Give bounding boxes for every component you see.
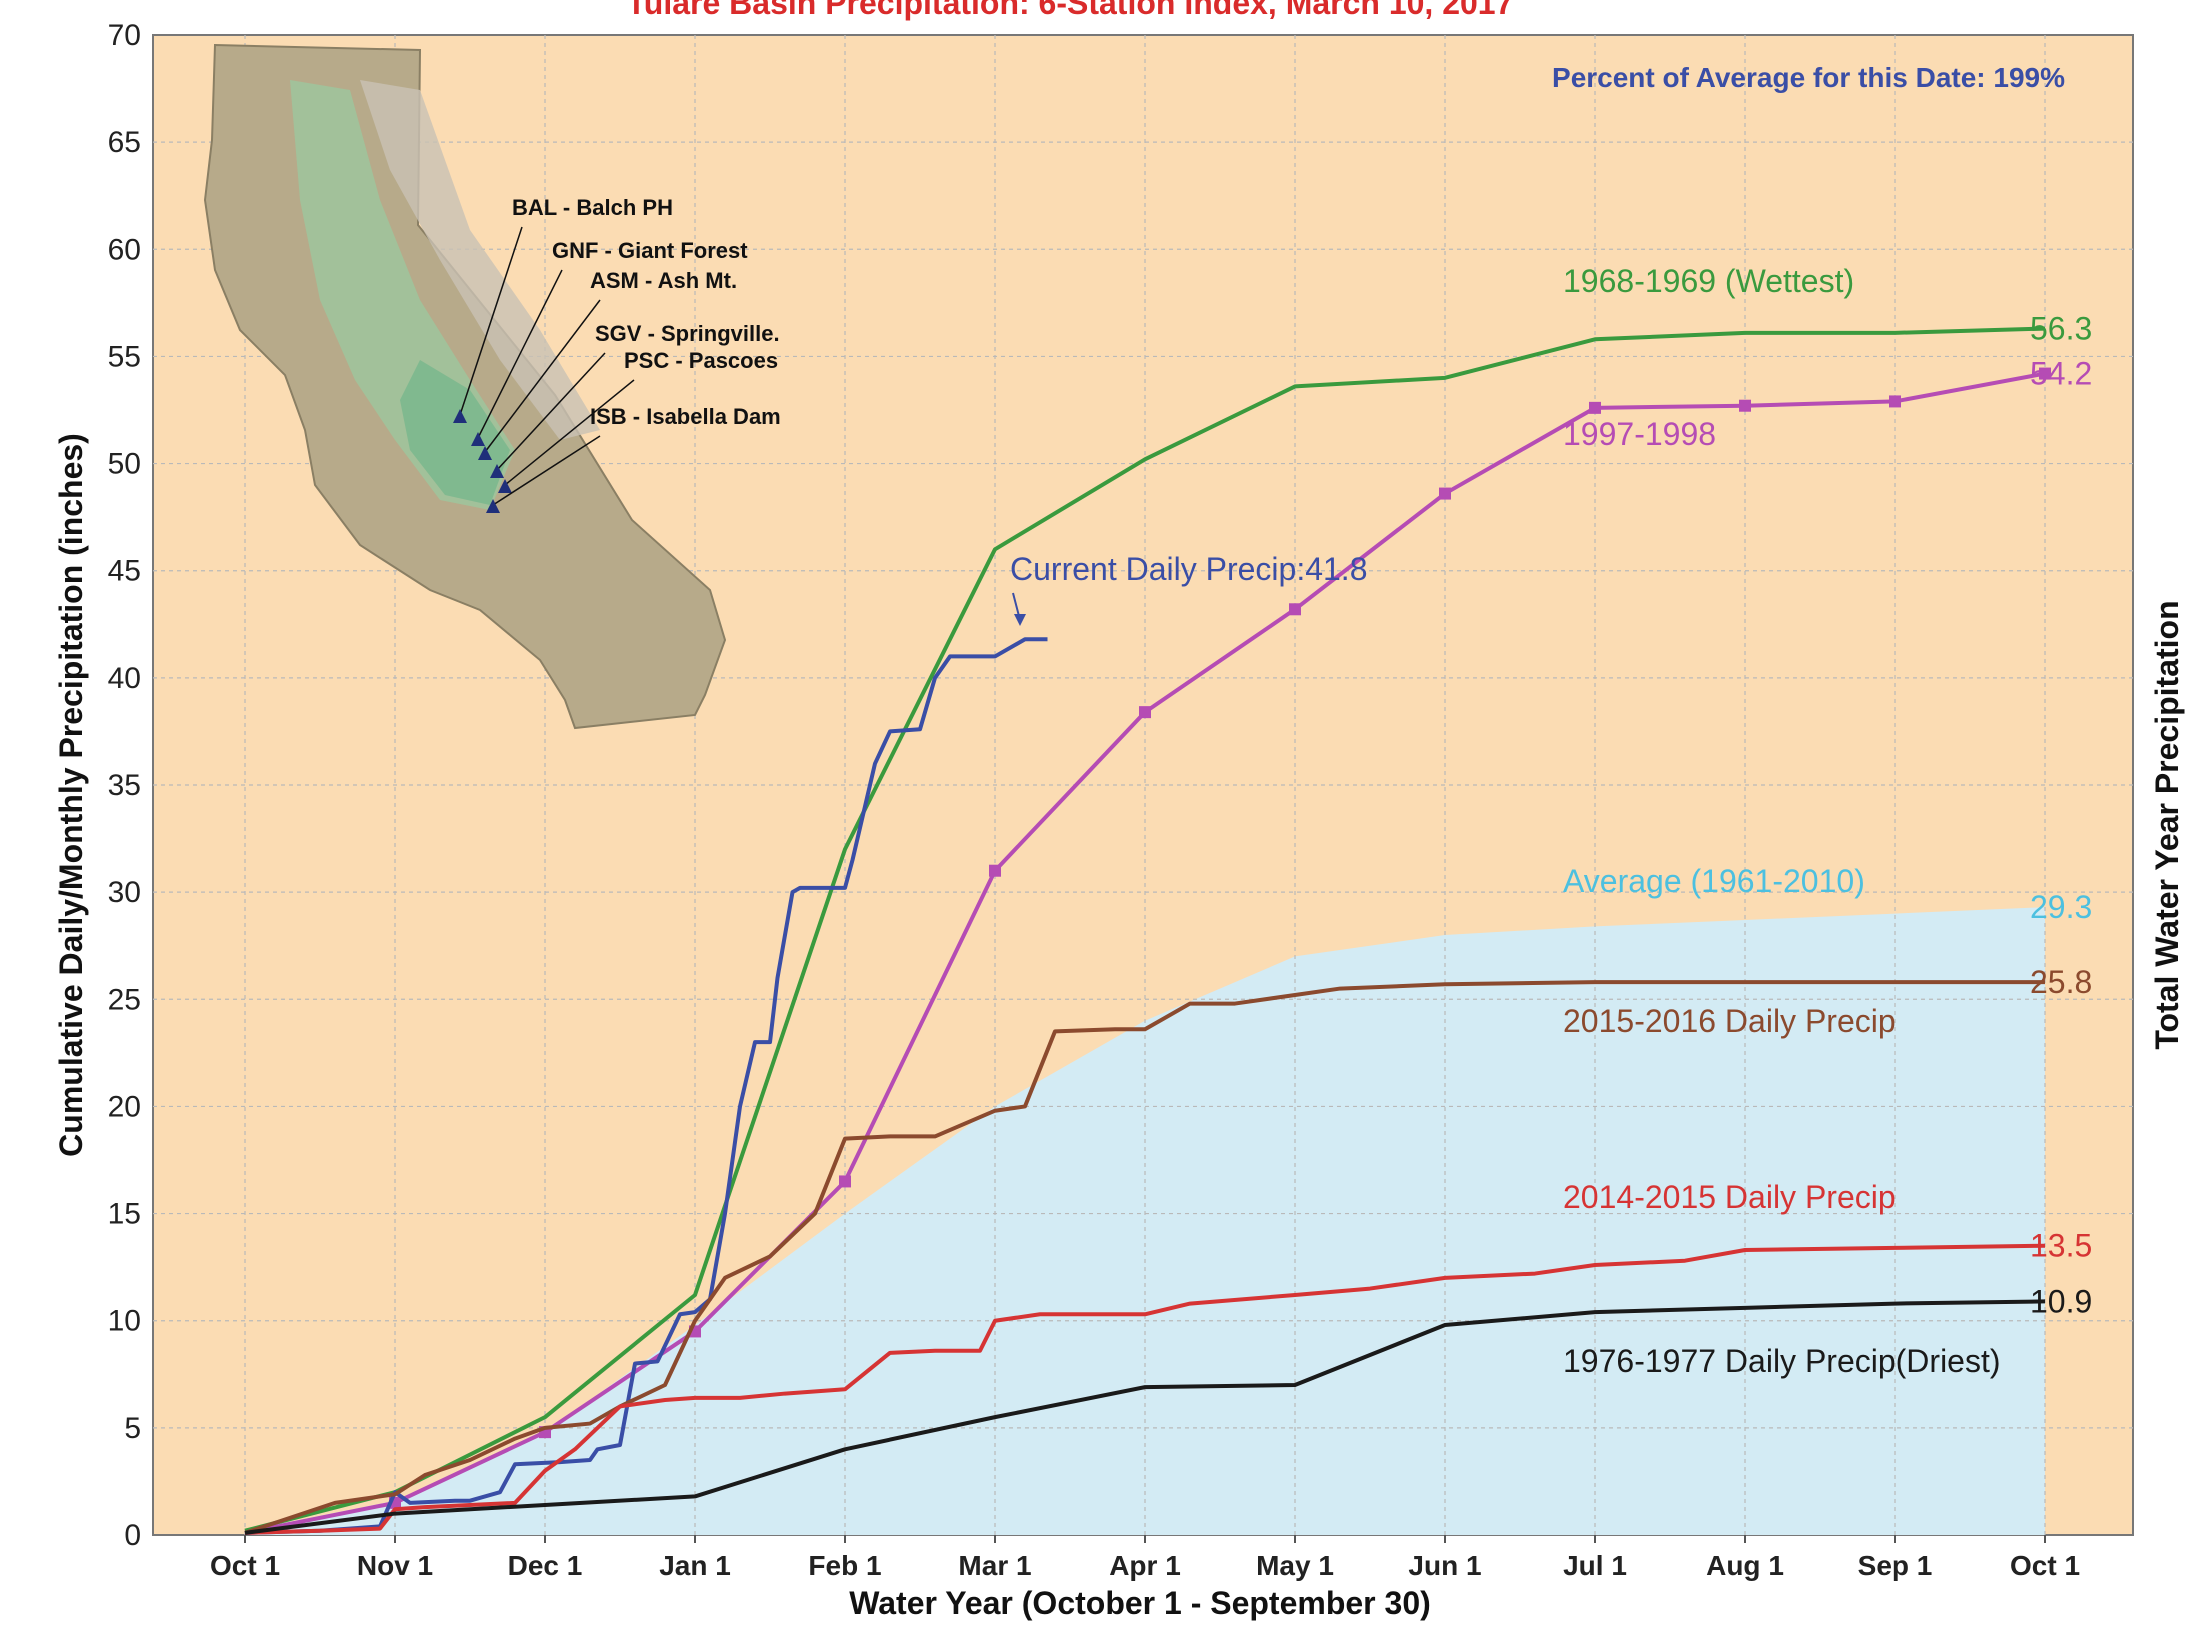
end-value-average: 29.3	[2030, 889, 2092, 925]
series-point-y1997	[2039, 367, 2051, 380]
series-label-y1997: 1997-1998	[1563, 416, 1716, 452]
y-tick-label: 45	[108, 555, 141, 588]
series-label-y2014: 2014-2015 Daily Precip	[1563, 1179, 1896, 1215]
x-tick-label: Sep 1	[1858, 1550, 1933, 1581]
x-tick-label: Nov 1	[357, 1550, 433, 1581]
y-tick-label: 15	[108, 1198, 141, 1231]
y-tick-label: 10	[108, 1305, 141, 1338]
station-label: ASM - Ash Mt.	[590, 268, 737, 293]
y-tick-label: 60	[108, 233, 141, 266]
series-line-current	[244, 637, 1048, 1535]
series-point-y1997	[989, 864, 1001, 877]
end-value-driest: 10.9	[2030, 1283, 2092, 1319]
grid: 0 5 10 15 20 25 30 35 40 45 50 55 60 65 70 Oct 1 Nov 1 De…	[108, 19, 2133, 1581]
y-axis-title-right: Total Water Year Precipitation	[2149, 600, 2185, 1049]
y-tick-label: 30	[108, 876, 141, 909]
end-value-y2014: 13.5	[2030, 1228, 2092, 1264]
y-tick-label: 65	[108, 126, 141, 159]
x-tick-label: Mar 1	[958, 1550, 1031, 1581]
california-map	[203, 43, 727, 730]
series-line-y2014	[244, 1243, 2046, 1535]
series-point-y1997	[839, 1175, 851, 1188]
station-marker-icon	[490, 464, 504, 478]
x-tick-label: Jun 1	[1408, 1550, 1481, 1581]
station-label: BAL - Balch PH	[512, 195, 673, 220]
sierra-nevada	[360, 80, 600, 440]
end-value-y2015: 25.8	[2030, 964, 2092, 1000]
series-line-wettest	[244, 326, 2046, 1533]
y-tick-label: 25	[108, 983, 141, 1016]
labels-layer: 1968-1969 (Wettest) 56.3 1997-1998 54.2 Curr…	[1010, 263, 2092, 1379]
station-marker-icon	[486, 499, 500, 513]
station-leader-line	[492, 435, 601, 506]
y-tick-label: 55	[108, 340, 141, 373]
series-label-driest: 1976-1977 Daily Precip(Driest)	[1563, 1343, 2001, 1379]
x-tick-label: Jan 1	[659, 1550, 731, 1581]
series-point-y1997	[1439, 487, 1451, 500]
x-tick-label: May 1	[1256, 1550, 1334, 1581]
station-marker-icon	[478, 446, 492, 460]
station-leader-line	[459, 226, 523, 416]
x-tick-label: Oct 1	[210, 1550, 280, 1581]
station-marker-icon	[498, 479, 512, 493]
series-layer	[244, 326, 2051, 1535]
y-axis-title: Cumulative Daily/Monthly Precipitation (…	[53, 433, 89, 1157]
station-marker-icon	[471, 432, 485, 446]
y-tick-label: 35	[108, 769, 141, 802]
station-label: PSC - Pascoes	[624, 348, 778, 373]
y-tick-label: 50	[108, 448, 141, 481]
series-line-driest	[244, 1299, 2046, 1535]
y-tick-label: 20	[108, 1090, 141, 1123]
y-tick-label: 70	[108, 19, 141, 52]
station-leader-line	[504, 379, 635, 486]
station-marker-icon	[453, 409, 467, 423]
y-tick-label: 5	[124, 1412, 141, 1445]
series-point-y1997	[1739, 399, 1751, 412]
y-tick-label: 0	[124, 1519, 141, 1552]
x-tick-label: Oct 1	[2010, 1550, 2080, 1581]
series-point-y1997	[1589, 401, 1601, 414]
station-labels: BAL - Balch PH GNF - Giant Forest ASM - As…	[453, 195, 781, 513]
chart-title: Tulare Basin Precipitation: 6-Station In…	[627, 0, 1514, 21]
series-point-y1997	[1889, 395, 1901, 408]
end-value-wettest: 56.3	[2030, 311, 2092, 347]
series-label-average: Average (1961-2010)	[1563, 863, 1865, 899]
station-label: ISB - Isabella Dam	[590, 404, 781, 429]
series-label-current: Current Daily Precip:41.8	[1010, 551, 1367, 587]
x-tick-label: Dec 1	[508, 1550, 583, 1581]
station-label: GNF - Giant Forest	[552, 238, 748, 263]
tulare-basin	[400, 360, 510, 505]
station-label: SGV - Springville.	[595, 321, 780, 346]
series-label-y2015: 2015-2016 Daily Precip	[1563, 1003, 1896, 1039]
series-label-wettest: 1968-1969 (Wettest)	[1563, 263, 1854, 299]
x-tick-label: Apr 1	[1109, 1550, 1181, 1581]
series-line-y2015	[244, 980, 2045, 1535]
x-tick-label: Aug 1	[1706, 1550, 1784, 1581]
percent-of-average-annotation: Percent of Average for this Date: 199%	[1552, 62, 2065, 93]
x-tick-label: Feb 1	[808, 1550, 881, 1581]
series-point-y1997	[1139, 706, 1151, 719]
station-leader-line	[484, 299, 601, 453]
series-point-y1997	[1289, 603, 1301, 616]
x-axis-title: Water Year (October 1 - September 30)	[849, 1585, 1431, 1621]
station-leader-line	[477, 269, 563, 439]
y-tick-label: 40	[108, 662, 141, 695]
end-value-y1997: 54.2	[2030, 356, 2092, 392]
station-leader-line	[496, 352, 606, 471]
x-tick-label: Jul 1	[1563, 1550, 1627, 1581]
current-label-arrowhead	[1014, 614, 1026, 626]
